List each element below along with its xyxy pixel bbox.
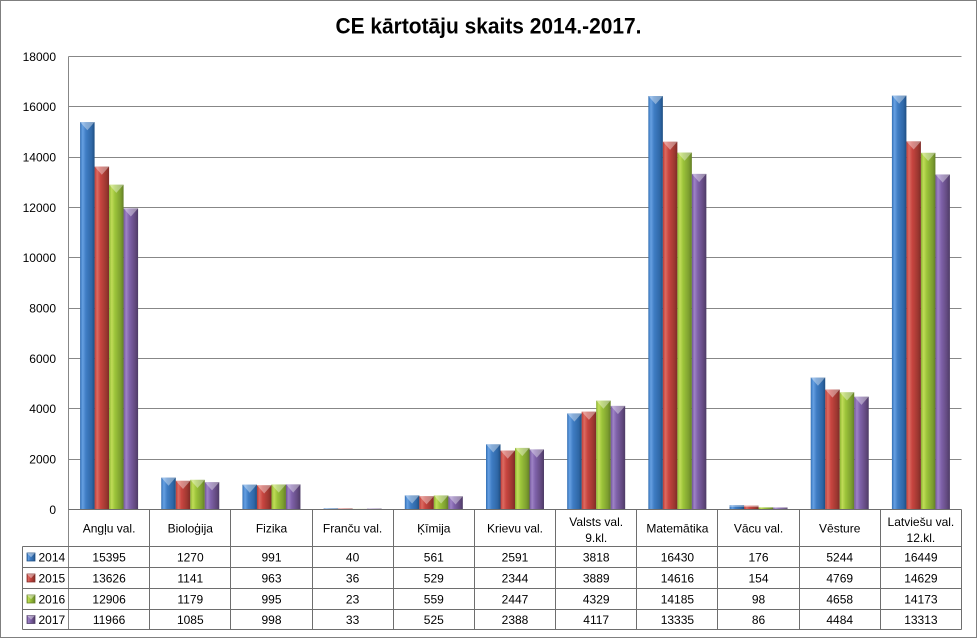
svg-text:2017: 2017: [39, 613, 66, 627]
svg-text:991: 991: [261, 550, 281, 564]
svg-text:14185: 14185: [661, 592, 695, 606]
svg-text:2015: 2015: [39, 571, 66, 585]
svg-text:Angļu val.: Angļu val.: [83, 521, 136, 535]
svg-text:2591: 2591: [502, 550, 529, 564]
svg-text:4484: 4484: [826, 613, 853, 627]
svg-text:Latviešu val.: Latviešu val.: [888, 515, 955, 529]
svg-text:Fizika: Fizika: [256, 521, 288, 535]
svg-text:Vēsture: Vēsture: [819, 521, 861, 535]
svg-text:4658: 4658: [826, 592, 853, 606]
svg-text:3818: 3818: [583, 550, 610, 564]
svg-text:98: 98: [752, 592, 766, 606]
svg-text:36: 36: [346, 571, 360, 585]
svg-text:4000: 4000: [29, 402, 56, 416]
svg-text:0: 0: [49, 503, 56, 517]
svg-text:Matemātika: Matemātika: [646, 521, 708, 535]
svg-text:8000: 8000: [29, 302, 56, 316]
svg-text:14629: 14629: [904, 571, 938, 585]
svg-text:4117: 4117: [583, 613, 609, 627]
svg-text:998: 998: [261, 613, 281, 627]
svg-text:14616: 14616: [661, 571, 695, 585]
svg-text:2447: 2447: [502, 592, 529, 606]
svg-text:4329: 4329: [583, 592, 610, 606]
svg-text:15395: 15395: [92, 550, 126, 564]
svg-text:3889: 3889: [583, 571, 610, 585]
svg-text:14173: 14173: [904, 592, 938, 606]
svg-text:2014: 2014: [39, 550, 66, 564]
svg-text:1179: 1179: [177, 592, 203, 606]
svg-text:5244: 5244: [826, 550, 853, 564]
svg-text:1141: 1141: [177, 571, 203, 585]
svg-text:995: 995: [261, 592, 281, 606]
svg-text:154: 154: [748, 571, 768, 585]
svg-text:23: 23: [346, 592, 360, 606]
svg-text:16430: 16430: [661, 550, 695, 564]
svg-text:16449: 16449: [904, 550, 938, 564]
svg-text:13626: 13626: [92, 571, 126, 585]
svg-text:16000: 16000: [23, 100, 57, 114]
svg-text:40: 40: [346, 550, 360, 564]
svg-text:13313: 13313: [904, 613, 938, 627]
svg-text:14000: 14000: [23, 151, 57, 165]
svg-text:11966: 11966: [93, 613, 126, 627]
svg-text:6000: 6000: [29, 352, 56, 366]
svg-text:Ķīmija: Ķīmija: [417, 521, 451, 535]
svg-text:2000: 2000: [29, 453, 56, 467]
svg-text:2016: 2016: [39, 592, 66, 606]
svg-text:33: 33: [346, 613, 360, 627]
svg-text:559: 559: [424, 592, 444, 606]
svg-text:12.kl.: 12.kl.: [907, 531, 936, 545]
svg-text:1270: 1270: [177, 550, 204, 564]
svg-text:12000: 12000: [23, 201, 57, 215]
svg-text:963: 963: [261, 571, 281, 585]
svg-text:10000: 10000: [23, 251, 57, 265]
svg-text:1085: 1085: [177, 613, 204, 627]
svg-text:Valsts val.: Valsts val.: [569, 515, 623, 529]
svg-text:561: 561: [424, 550, 444, 564]
svg-text:Vācu val.: Vācu val.: [734, 521, 783, 535]
svg-text:86: 86: [752, 613, 766, 627]
svg-text:Bioloģija: Bioloģija: [168, 521, 214, 535]
svg-text:12906: 12906: [92, 592, 126, 606]
svg-text:Krievu val.: Krievu val.: [487, 521, 543, 535]
svg-text:525: 525: [424, 613, 444, 627]
svg-text:Franču val.: Franču val.: [323, 521, 382, 535]
svg-text:18000: 18000: [23, 50, 57, 64]
svg-text:2344: 2344: [502, 571, 529, 585]
svg-text:CE kārtotāju skaits 2014.-2017: CE kārtotāju skaits 2014.-2017.: [336, 14, 642, 39]
svg-text:13335: 13335: [661, 613, 695, 627]
svg-text:529: 529: [424, 571, 444, 585]
svg-text:4769: 4769: [826, 571, 853, 585]
svg-text:9.kl.: 9.kl.: [585, 531, 607, 545]
svg-text:2388: 2388: [502, 613, 529, 627]
svg-text:176: 176: [748, 550, 768, 564]
